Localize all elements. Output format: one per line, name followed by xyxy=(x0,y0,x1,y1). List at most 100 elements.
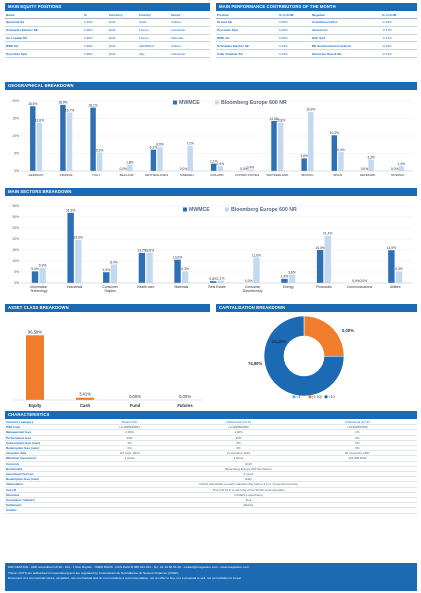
position-sector: Industrials xyxy=(170,49,210,58)
chart-bar xyxy=(90,107,96,171)
table-row: Investor's category Retail (C/P) Instituti… xyxy=(5,420,417,426)
bar-value-label: 1,9% xyxy=(281,275,289,279)
asset-bar xyxy=(26,335,44,400)
position-sector: Utilities xyxy=(170,41,210,51)
slice-label: 25,10% xyxy=(272,339,286,344)
y-tick-label: 5% xyxy=(14,270,19,274)
position-weight: 2,89% xyxy=(83,34,108,43)
x-tick-label: UNITED STATES xyxy=(235,173,259,177)
characteristic-label: Performance fees xyxy=(5,435,80,441)
y-tick-label: 0% xyxy=(14,169,19,173)
legend-label: <1 xyxy=(297,395,301,399)
bar-value-label: 4,9% xyxy=(103,268,111,272)
table-row: Orsted SA 0,39% AstraZeneca PLC -0,18% xyxy=(216,18,417,27)
bar-value-label: 13,8% xyxy=(145,248,154,252)
capitalisation-chart: 0,00% 25,10% 74,90% <1 [1;10] >10 xyxy=(248,315,354,399)
asset-value-label: 96,59% xyxy=(28,329,42,334)
chart-bar xyxy=(36,122,43,171)
negative-contributor: SOL SpA xyxy=(311,34,381,43)
characteristic-value: 30 novembre 2021 xyxy=(297,450,417,457)
positive-contributor: Iodie Vetamax SA xyxy=(216,49,278,58)
bar-value-label: 3,6% xyxy=(300,154,308,158)
asset-value-label: 3,41% xyxy=(79,392,91,397)
bar-value-label: 13,8% xyxy=(276,119,285,123)
position-currency: EUR xyxy=(108,41,138,51)
donut-slice xyxy=(303,315,345,357)
col-header: Country xyxy=(138,12,170,19)
table-row: Auditor xyxy=(5,507,417,514)
characteristic-label: Investment horizon xyxy=(5,471,80,478)
footer-disclaimer-line: Document of a commercial nature, simplif… xyxy=(8,576,242,581)
negative-contribution: -0,17% xyxy=(381,26,417,35)
position-weight: 2,95% xyxy=(83,26,108,35)
characteristic-value: 1 share xyxy=(80,455,180,462)
characteristic-value: EUR xyxy=(80,461,417,467)
characteristic-value: 0% xyxy=(179,440,298,447)
x-tick-label: Consumer xyxy=(102,285,119,289)
characteristic-value: Retail (C/P) xyxy=(80,420,180,426)
y-tick-label: 0% xyxy=(14,281,19,285)
characteristic-value: LU1990593966 xyxy=(297,424,417,431)
chart-bar xyxy=(187,145,193,171)
chart-bar xyxy=(60,104,66,171)
chart-bar xyxy=(217,166,224,171)
table-row: Iberdrola SA 3,15% EUR Spain Utilities xyxy=(5,18,210,27)
characteristic-value: 0% xyxy=(80,445,180,452)
legend-dot xyxy=(308,395,312,399)
table-row: Schneider Electric SE 2,95% EUR France Indus… xyxy=(5,26,210,35)
chart-bar xyxy=(217,280,225,283)
chart-bar xyxy=(324,235,331,283)
position-name: RWE AG xyxy=(5,41,83,51)
legend-label: Bloomberg Europe 600 NR xyxy=(231,207,297,213)
table-row: Inception date 3rd Sept. 2019 2 novembre 2… xyxy=(5,450,417,457)
bar-value-label: 14,3% xyxy=(269,117,278,121)
characteristic-value: This UCITS is a sub-fund of the SICAV lu… xyxy=(80,487,417,493)
asset-category-label: Fund xyxy=(130,403,141,408)
positive-contributor: RWE AG xyxy=(216,34,278,43)
position-currency: EUR xyxy=(108,18,138,27)
characteristic-value: 2,00% xyxy=(80,429,180,436)
chart-bar xyxy=(388,250,395,283)
perf-section-header: MAIN PERFORMANCE CONTRIBUTORS OF THE MON… xyxy=(216,3,417,11)
col-header: Name xyxy=(5,12,83,19)
chart-bar xyxy=(338,152,344,171)
characteristic-value: 20% xyxy=(80,435,180,441)
chart-bar xyxy=(75,239,82,283)
characteristic-value: 0% xyxy=(297,445,417,452)
table-row: RWE AG 0,26% SOL SpA -0,14% xyxy=(216,34,417,43)
x-tick-label: Consumer xyxy=(245,285,262,289)
positive-contribution: 0,26% xyxy=(278,34,311,43)
chart-bar xyxy=(127,164,133,171)
table-row: Redemption fees (max) Daily xyxy=(5,476,417,483)
characteristic-label: Investor's category xyxy=(5,420,80,426)
col-header: % of AUM xyxy=(381,12,417,19)
table-row: Prysmian SpA 2,88% EUR Italy Industrials xyxy=(5,49,210,58)
characteristic-label: Valorisation xyxy=(5,481,80,488)
bar-value-label: 2,1% xyxy=(210,159,218,163)
chart-bar xyxy=(253,257,260,283)
chart-bar xyxy=(331,135,338,171)
asset-category-label: Futures xyxy=(177,403,193,408)
asset-section-header: ASSET CLASS BREAKDOWN xyxy=(5,304,210,312)
position-sector: Utilities xyxy=(170,18,210,27)
chart-bar xyxy=(138,252,146,283)
characteristics-section-header: CHARACTERISTICS xyxy=(5,411,417,419)
equity-table: Name % Currency Country Sector Iberdrola… xyxy=(5,12,210,58)
table-row: Cut-off This UCITS is a sub-fund of the S… xyxy=(5,487,417,493)
characteristic-label: Structure xyxy=(5,492,80,499)
chart-bar xyxy=(174,259,181,283)
y-tick-label: 20% xyxy=(12,237,19,241)
negative-contributor: BE Semiconductor Industr xyxy=(311,41,381,51)
y-tick-label: 20% xyxy=(12,99,19,103)
characteristic-value: 2% xyxy=(80,440,180,447)
cap-section-header: CAPITALISATION BREAKDOWN xyxy=(216,304,417,312)
bar-value-label: 18,5% xyxy=(28,102,37,106)
x-tick-label: Financials xyxy=(316,285,332,289)
chart-bar xyxy=(30,106,36,171)
y-tick-label: 30% xyxy=(12,215,19,219)
col-header: Negative xyxy=(311,12,381,19)
geographical-breakdown-chart: 0% 5% 10% 15% 20% MWMCE Bloomberg Europe 600 N… xyxy=(12,99,413,177)
perf-table-header: Positive % of AUM Negative % of AUM xyxy=(216,12,417,19)
characteristic-label: Management fees xyxy=(5,429,80,436)
legend-swatch xyxy=(225,207,229,212)
